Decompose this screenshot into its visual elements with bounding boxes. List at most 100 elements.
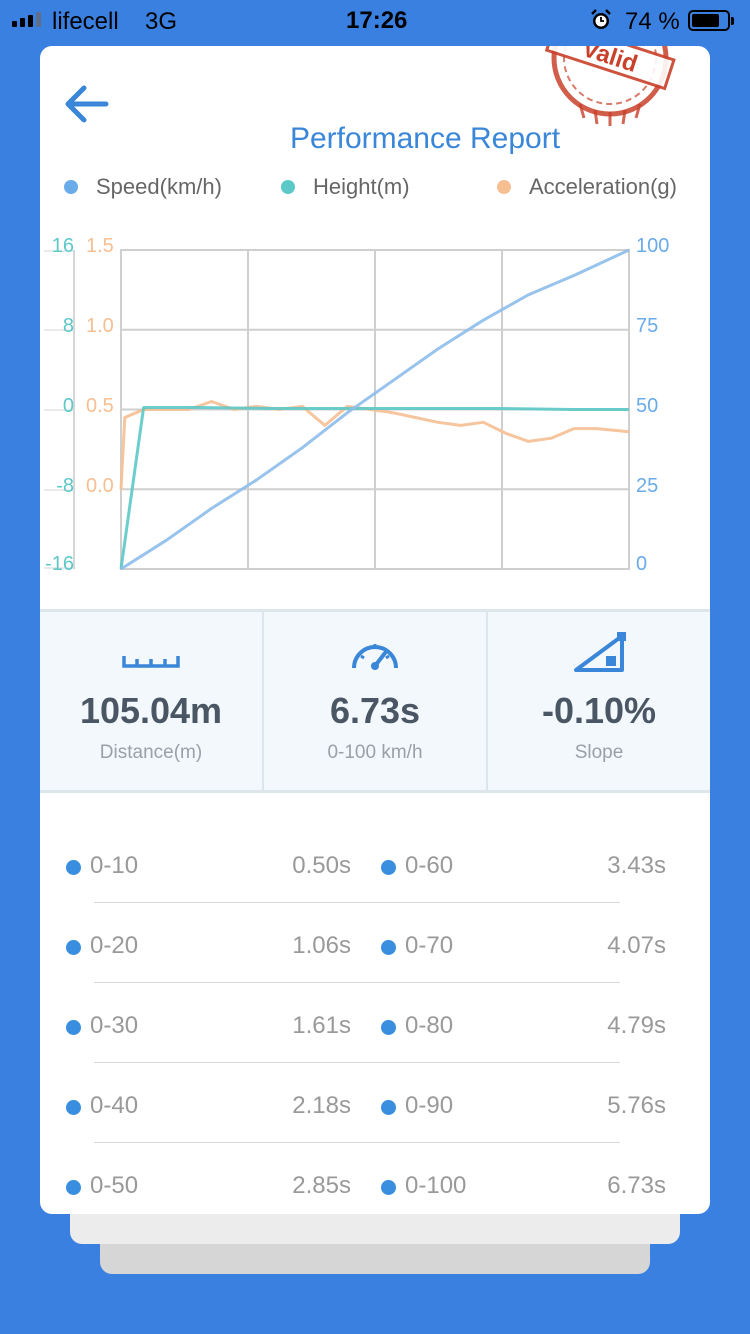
split-range: 0-60 <box>405 852 454 879</box>
page-title: Performance Report <box>289 122 561 155</box>
slope-icon <box>574 632 626 672</box>
split-cell: 0-20 1.06s <box>66 932 351 962</box>
distance-label: Distance(m) <box>99 742 203 763</box>
bullet-icon <box>381 1020 396 1035</box>
split-range: 0-10 <box>90 852 139 879</box>
height-axis-label: -8 <box>56 475 74 497</box>
split-range: 0-70 <box>405 932 454 959</box>
speed-axis-label: 50 <box>636 395 658 417</box>
legend-speed: Speed(km/h) <box>64 174 222 200</box>
row-divider <box>94 982 620 983</box>
bullet-icon <box>66 1180 81 1195</box>
split-time: 1.61s <box>292 1012 351 1039</box>
carrier-name: lifecell <box>52 8 119 35</box>
split-cell: 0-10 0.50s <box>66 852 351 882</box>
acceleration-axis-label: 1.5 <box>86 235 114 257</box>
report-card: Performance Report Valid Speed(km/h) Hei… <box>40 46 710 1214</box>
height-axis-label: 0 <box>63 395 74 417</box>
split-time: 4.79s <box>607 1012 666 1039</box>
bullet-icon <box>381 1180 396 1195</box>
split-cell: 0-80 4.79s <box>381 1012 666 1042</box>
height-axis-label: 8 <box>63 315 74 337</box>
split-time: 4.07s <box>607 932 666 959</box>
legend-label: Height(m) <box>313 174 410 199</box>
bullet-icon <box>66 1100 81 1115</box>
split-time: 0.50s <box>292 852 351 879</box>
card-stack-middle <box>70 1210 680 1244</box>
alarm-icon <box>591 9 611 29</box>
speedometer-icon <box>352 644 398 670</box>
distance-value: 105.04m <box>79 690 223 731</box>
split-range: 0-40 <box>90 1092 139 1119</box>
split-cell: 0-100 6.73s <box>381 1172 666 1202</box>
height-axis-label: -16 <box>45 553 74 575</box>
ruler-icon <box>122 656 180 668</box>
bullet-icon <box>381 1100 396 1115</box>
split-row: 0-10 0.50s 0-60 3.43s <box>40 826 710 906</box>
battery-percent: 74 % <box>625 8 680 35</box>
split-cell: 0-70 4.07s <box>381 932 666 962</box>
acceleration-time-label: 0-100 km/h <box>327 742 423 763</box>
split-row: 0-20 1.06s 0-70 4.07s <box>40 906 710 986</box>
bullet-icon <box>66 1020 81 1035</box>
status-bar: lifecell 3G 17:26 74 % <box>0 0 750 40</box>
network-type: 3G <box>145 8 178 35</box>
bullet-icon <box>66 940 81 955</box>
split-range: 0-90 <box>405 1092 454 1119</box>
legend-acceleration: Acceleration(g) <box>497 174 677 200</box>
split-time: 1.06s <box>292 932 351 959</box>
stat-distance: 105.04m Distance(m) <box>40 612 262 790</box>
performance-chart: 16 8 0 -8 -16 1.5 1.0 0.5 0.0 100 75 50 25 0 <box>44 235 669 575</box>
slope-value: -0.10% <box>541 690 657 731</box>
split-cell: 0-50 2.85s <box>66 1172 351 1202</box>
speed-legend-dot <box>64 180 78 194</box>
legend-label: Speed(km/h) <box>96 174 222 199</box>
signal-icon <box>12 12 41 27</box>
split-time: 2.85s <box>292 1172 351 1199</box>
chart-legend: Speed(km/h) Height(m) Acceleration(g) <box>40 174 710 204</box>
stamp-text: Valid <box>579 46 641 78</box>
split-row: 0-50 2.85s 0-100 6.73s <box>40 1146 710 1214</box>
acceleration-legend-dot <box>497 180 511 194</box>
split-row: 0-40 2.18s 0-90 5.76s <box>40 1066 710 1146</box>
battery-icon <box>688 10 734 31</box>
split-cell: 0-90 5.76s <box>381 1092 666 1122</box>
acceleration-axis-label: 0.0 <box>86 475 114 497</box>
split-cell: 0-60 3.43s <box>381 852 666 882</box>
acceleration-axis-label: 0.5 <box>86 395 114 417</box>
acceleration-axis-label: 1.0 <box>86 315 114 337</box>
split-time: 2.18s <box>292 1092 351 1119</box>
split-row: 0-30 1.61s 0-80 4.79s <box>40 986 710 1066</box>
slope-label: Slope <box>574 742 624 763</box>
height-axis-label: 16 <box>52 235 74 257</box>
speed-axis-label: 25 <box>636 475 658 497</box>
split-range: 0-100 <box>405 1172 467 1199</box>
valid-stamp: Valid <box>544 46 676 126</box>
legend-height: Height(m) <box>281 174 410 200</box>
split-range: 0-50 <box>90 1172 139 1199</box>
split-time: 6.73s <box>607 1172 666 1199</box>
speed-series-line <box>120 248 630 571</box>
acceleration-time-value: 6.73s <box>329 690 421 731</box>
speed-axis-label: 75 <box>636 315 658 337</box>
stat-acceleration-time: 6.73s 0-100 km/h <box>262 612 486 790</box>
split-range: 0-30 <box>90 1012 139 1039</box>
back-arrow-icon[interactable] <box>58 82 114 126</box>
speed-axis-label: 100 <box>636 235 669 257</box>
bullet-icon <box>66 860 81 875</box>
split-range: 0-80 <box>405 1012 454 1039</box>
stats-panel: 105.04m Distance(m) 6.73s 0-100 km/h -0.… <box>40 609 710 793</box>
bullet-icon <box>381 860 396 875</box>
split-cell: 0-40 2.18s <box>66 1092 351 1122</box>
split-range: 0-20 <box>90 932 139 959</box>
status-time: 17:26 <box>346 7 408 34</box>
split-cell: 0-30 1.61s <box>66 1012 351 1042</box>
speed-axis-label: 0 <box>636 553 647 575</box>
row-divider <box>94 1062 620 1063</box>
legend-label: Acceleration(g) <box>529 174 677 199</box>
split-time: 3.43s <box>607 852 666 879</box>
row-divider <box>94 902 620 903</box>
bullet-icon <box>381 940 396 955</box>
row-divider <box>94 1142 620 1143</box>
split-time: 5.76s <box>607 1092 666 1119</box>
